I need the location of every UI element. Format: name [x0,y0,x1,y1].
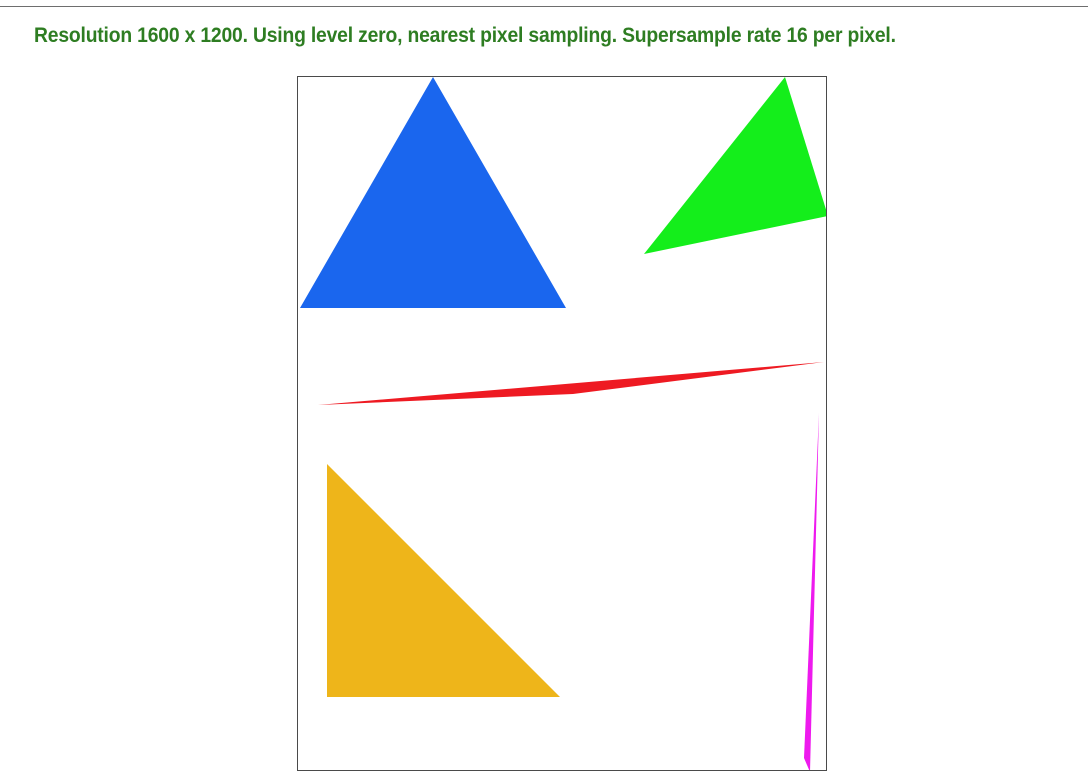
magenta-sliver-triangle [804,413,819,770]
render-info-caption: Resolution 1600 x 1200. Using level zero… [34,24,896,47]
yellow-triangle [327,464,560,697]
red-sliver-triangle [318,362,824,405]
blue-triangle [300,77,566,308]
top-divider [0,6,1088,7]
render-canvas [300,77,826,770]
render-viewport[interactable] [297,76,827,771]
green-triangle [644,77,826,254]
